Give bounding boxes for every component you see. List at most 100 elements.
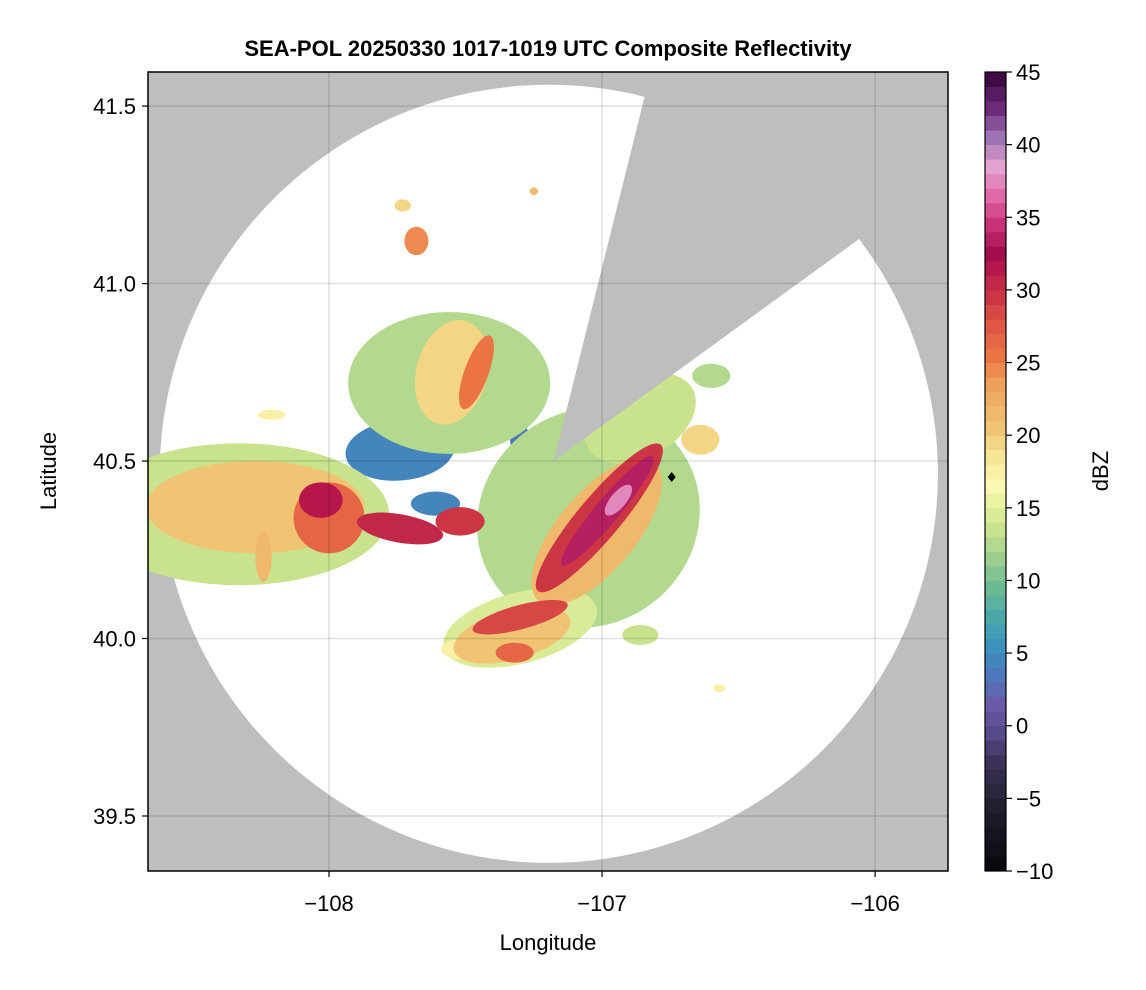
colorbar-bin	[985, 696, 1006, 712]
colorbar-bin	[985, 551, 1006, 567]
colorbar-tick-label: 40	[1016, 133, 1040, 158]
colorbar-bin	[985, 507, 1006, 523]
colorbar-bin	[985, 391, 1006, 407]
colorbar-bin	[985, 464, 1006, 480]
colorbar-tick-label: −5	[1016, 786, 1041, 811]
colorbar-bin	[985, 377, 1006, 393]
x-tick-label: −107	[577, 891, 627, 916]
colorbar-bin	[985, 86, 1006, 102]
chart-title: SEA-POL 20250330 1017-1019 UTC Composite…	[244, 36, 852, 61]
colorbar-bin	[985, 638, 1006, 654]
colorbar-bin	[985, 522, 1006, 538]
colorbar-bin	[985, 246, 1006, 262]
colorbar-tick-label: 25	[1016, 351, 1040, 376]
colorbar-tick-label: 30	[1016, 278, 1040, 303]
colorbar-bin	[985, 420, 1006, 436]
colorbar-bin	[985, 682, 1006, 698]
echo-cell	[298, 482, 343, 518]
colorbar-bin	[985, 725, 1006, 741]
echo-cell	[472, 599, 568, 635]
x-tick-label: −108	[304, 891, 354, 916]
y-tick-label: 41.0	[93, 272, 136, 297]
colorbar-tick-label: 20	[1016, 423, 1040, 448]
colorbar-bin	[985, 711, 1006, 727]
echo-cell	[258, 409, 286, 420]
y-tick-label: 40.5	[93, 449, 136, 474]
colorbar-bin	[985, 144, 1006, 160]
colorbar-bin	[985, 754, 1006, 770]
colorbar-bin	[985, 609, 1006, 625]
colorbar-bin	[985, 580, 1006, 596]
colorbar-bin	[985, 594, 1006, 611]
echo-cell	[692, 363, 731, 388]
grid-lines	[148, 72, 948, 871]
echo-cell	[529, 187, 538, 196]
echo-cell	[681, 424, 720, 455]
colorbar-bin	[985, 478, 1006, 494]
colorbar-bin	[985, 449, 1006, 465]
colorbar-bin	[985, 217, 1006, 233]
y-tick-label: 41.5	[93, 94, 136, 119]
echo-cell	[394, 199, 411, 212]
plot-frame	[147, 71, 949, 872]
colorbar-bin	[985, 362, 1006, 378]
colorbar: −10 −5 0 5 10 15 20 25 30 35 40 45	[984, 60, 1053, 884]
colorbar-bin	[985, 348, 1006, 364]
echo-cell	[713, 684, 726, 693]
colorbar-bin	[985, 275, 1006, 291]
colorbar-bin	[985, 333, 1006, 349]
colorbar-tick-label: 0	[1016, 714, 1028, 739]
y-axis: 39.5 40.0 40.5 41.0 41.5	[93, 94, 148, 829]
blocked-sector	[553, 72, 948, 461]
x-axis: −108 −107 −106	[304, 871, 900, 916]
echo-cell	[604, 484, 633, 516]
colorbar-tick-label: 5	[1016, 641, 1028, 666]
reflectivity-echoes	[148, 187, 731, 693]
echo-cell	[622, 625, 659, 645]
colorbar-bin	[985, 667, 1006, 683]
colorbar-bin	[985, 304, 1006, 320]
echo-cell	[435, 507, 485, 536]
colorbar-bin	[985, 856, 1006, 872]
colorbar-bin	[985, 101, 1006, 117]
echo-cell	[495, 642, 534, 663]
colorbar-bin	[985, 435, 1006, 451]
colorbar-tick-label: −10	[1016, 859, 1053, 884]
colorbar-bin	[985, 406, 1006, 422]
colorbar-bin	[985, 159, 1006, 175]
echo-cell	[458, 335, 494, 410]
colorbar-bin	[985, 783, 1006, 799]
colorbar-bin	[985, 827, 1006, 843]
colorbar-bin	[985, 798, 1006, 814]
x-tick-label: −106	[850, 891, 900, 916]
colorbar-tick-label: 35	[1016, 205, 1040, 230]
y-axis-label: Latitude	[36, 432, 61, 510]
colorbar-frame	[984, 71, 1007, 872]
colorbar-bin	[985, 565, 1006, 581]
x-axis-label: Longitude	[500, 930, 597, 955]
colorbar-bin	[985, 115, 1006, 131]
colorbar-bin	[985, 231, 1006, 247]
colorbar-bin	[985, 841, 1006, 857]
echo-cell	[356, 512, 444, 545]
echo-cell	[404, 226, 429, 256]
colorbar-bin	[985, 173, 1006, 189]
colorbar-bin	[985, 769, 1006, 785]
colorbar-bin	[985, 624, 1006, 640]
colorbar-bin	[985, 493, 1006, 509]
colorbar-tick-label: 15	[1016, 496, 1040, 521]
colorbar-bin	[985, 536, 1006, 552]
colorbar-bin	[985, 653, 1006, 669]
colorbar-bin	[985, 289, 1006, 305]
colorbar-bin	[985, 130, 1006, 146]
y-tick-label: 39.5	[93, 804, 136, 829]
colorbar-bin	[985, 202, 1006, 218]
colorbar-bin	[985, 318, 1006, 334]
colorbar-tick-label: 10	[1016, 568, 1040, 593]
echo-cell	[255, 532, 272, 582]
colorbar-bin	[985, 260, 1006, 276]
colorbar-label: dBZ	[1088, 451, 1113, 491]
radar-marker-diamond	[667, 472, 676, 483]
colorbar-bin	[985, 812, 1006, 828]
